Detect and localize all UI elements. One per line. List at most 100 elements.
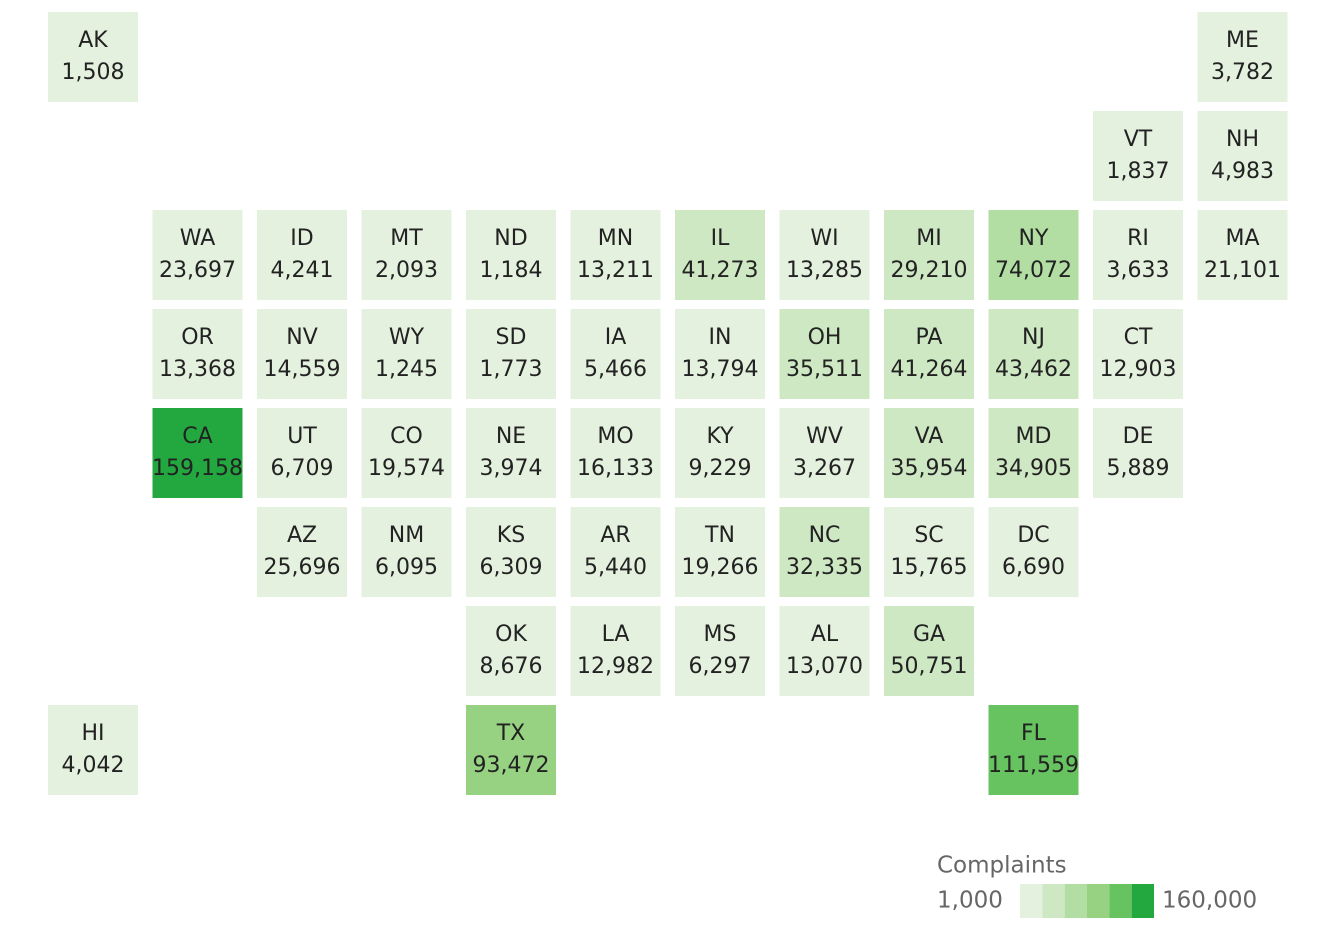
state-label: MD	[1016, 424, 1052, 449]
state-label: MN	[598, 226, 633, 251]
state-tile	[675, 210, 765, 300]
state-label: OK	[495, 622, 527, 647]
state-label: TX	[496, 721, 526, 746]
value-label: 13,070	[786, 654, 863, 679]
state-tile	[257, 408, 347, 498]
state-tile	[988, 210, 1079, 300]
state-label: SD	[496, 325, 527, 350]
state-label: DE	[1123, 424, 1154, 449]
state-tile	[48, 12, 138, 102]
value-label: 9,229	[689, 456, 752, 481]
state-tile	[1197, 12, 1288, 102]
state-label: OH	[808, 325, 842, 350]
state-label: VT	[1124, 127, 1153, 152]
state-label: RI	[1127, 226, 1149, 251]
value-label: 13,285	[786, 258, 863, 283]
state-label: WY	[389, 325, 425, 350]
state-tile	[257, 507, 347, 597]
value-label: 29,210	[891, 258, 968, 283]
value-label: 32,335	[786, 555, 863, 580]
state-label: ID	[290, 226, 313, 251]
value-label: 6,709	[271, 456, 334, 481]
legend-max: 160,000	[1162, 888, 1257, 914]
value-label: 159,158	[152, 456, 243, 481]
state-tile	[257, 309, 347, 399]
state-label: WV	[806, 424, 843, 449]
state-label: AR	[600, 523, 630, 548]
state-label: SC	[914, 523, 943, 548]
state-tile	[779, 210, 870, 300]
state-tile	[675, 309, 765, 399]
state-tile	[361, 507, 452, 597]
state-label: NC	[809, 523, 841, 548]
value-label: 41,273	[682, 258, 759, 283]
state-tile	[466, 507, 556, 597]
state-tile	[257, 210, 347, 300]
state-tile	[466, 210, 556, 300]
state-label: NE	[496, 424, 526, 449]
legend-swatch	[1020, 884, 1043, 918]
state-tile	[675, 507, 765, 597]
state-label: TN	[704, 523, 735, 548]
state-label: AZ	[287, 523, 317, 548]
state-label: IN	[709, 325, 732, 350]
value-label: 23,697	[159, 258, 236, 283]
state-label: ND	[494, 226, 527, 251]
legend-title: Complaints	[937, 853, 1067, 879]
state-label: LA	[602, 622, 630, 647]
state-tile	[466, 309, 556, 399]
value-label: 4,983	[1211, 159, 1274, 184]
state-tile	[570, 210, 661, 300]
state-label: MS	[704, 622, 737, 647]
state-tile	[675, 408, 765, 498]
state-label: NM	[389, 523, 424, 548]
state-tile	[466, 408, 556, 498]
value-label: 19,266	[682, 555, 759, 580]
state-tile	[1093, 111, 1183, 201]
state-tile	[884, 210, 974, 300]
value-label: 50,751	[891, 654, 968, 679]
state-label: KS	[497, 523, 525, 548]
value-label: 12,903	[1100, 357, 1177, 382]
value-label: 5,466	[584, 357, 647, 382]
state-tile	[1197, 111, 1288, 201]
state-tile	[988, 309, 1079, 399]
state-label: IL	[711, 226, 730, 251]
state-tile	[779, 408, 870, 498]
state-tile	[1197, 210, 1288, 300]
value-label: 12,982	[577, 654, 654, 679]
value-label: 93,472	[473, 753, 550, 778]
state-label: AL	[811, 622, 839, 647]
value-label: 5,889	[1107, 456, 1170, 481]
state-label: CA	[182, 424, 212, 449]
state-label: NH	[1226, 127, 1259, 152]
value-label: 13,794	[682, 357, 759, 382]
value-label: 13,211	[577, 258, 654, 283]
state-label: HI	[81, 721, 104, 746]
value-label: 43,462	[995, 357, 1072, 382]
state-label: AK	[78, 28, 108, 53]
state-tile	[466, 606, 556, 696]
value-label: 1,508	[62, 60, 125, 85]
value-label: 35,954	[891, 456, 968, 481]
state-tile	[1093, 408, 1183, 498]
value-label: 3,974	[480, 456, 543, 481]
state-label: MT	[390, 226, 423, 251]
state-tile	[152, 408, 243, 498]
value-label: 4,241	[271, 258, 334, 283]
value-label: 35,511	[786, 357, 863, 382]
state-tile	[1093, 210, 1183, 300]
state-label: IA	[605, 325, 627, 350]
state-label: GA	[913, 622, 945, 647]
value-label: 8,676	[480, 654, 543, 679]
value-label: 3,633	[1107, 258, 1170, 283]
legend-swatch	[1131, 884, 1154, 918]
state-tile	[884, 606, 974, 696]
state-tile	[361, 309, 452, 399]
legend-swatch	[1042, 884, 1065, 918]
state-label: MO	[597, 424, 633, 449]
value-label: 19,574	[368, 456, 445, 481]
state-tile	[570, 408, 661, 498]
